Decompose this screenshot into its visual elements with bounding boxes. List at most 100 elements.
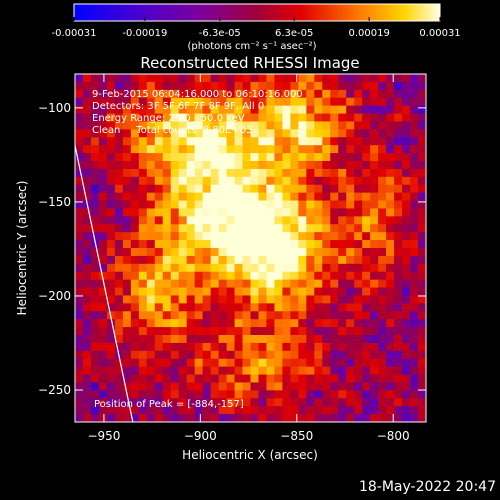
heatmap-cell	[106, 137, 116, 146]
heatmap-cell	[322, 81, 331, 91]
heatmap-cell	[386, 176, 395, 186]
heatmap-cell	[178, 406, 188, 415]
heatmap-cell	[394, 311, 403, 320]
heatmap-cell	[386, 129, 395, 138]
heatmap-cell	[290, 327, 299, 336]
heatmap-cell	[122, 145, 132, 154]
heatmap-cell	[322, 311, 331, 320]
heatmap-cell	[266, 327, 276, 336]
heatmap-cell	[370, 335, 379, 344]
heatmap-cell	[394, 89, 403, 99]
heatmap-cell	[82, 335, 92, 344]
heatmap-cell	[202, 342, 212, 352]
heatmap-cell	[218, 414, 228, 422]
heatmap-cell	[410, 216, 419, 225]
heatmap-cell	[242, 137, 252, 146]
timestamp: 18-May-2022 20:47	[358, 479, 496, 495]
heatmap-cell	[346, 81, 355, 91]
heatmap-cell	[146, 129, 156, 138]
heatmap-cell	[82, 406, 92, 415]
heatmap-cell	[386, 263, 395, 273]
heatmap-cell	[322, 74, 331, 83]
heatmap-cell	[250, 176, 260, 186]
heatmap-cell	[338, 232, 347, 241]
heatmap-cell	[274, 113, 284, 123]
heatmap-cell	[114, 295, 124, 304]
heatmap-cell	[122, 374, 132, 384]
heatmap-cell	[234, 382, 244, 391]
heatmap-cell	[402, 319, 411, 328]
heatmap-cell	[266, 153, 276, 162]
heatmap-cell	[322, 303, 331, 312]
heatmap-cell	[218, 335, 228, 344]
heatmap-cell	[370, 390, 379, 399]
heatmap-cell	[274, 200, 284, 210]
heatmap-cell	[378, 145, 387, 154]
heatmap-cell	[186, 200, 196, 210]
heatmap-cell	[290, 335, 299, 344]
heatmap-cell	[178, 153, 188, 162]
heatmap-cell	[218, 366, 228, 376]
heatmap-cell	[202, 358, 212, 368]
heatmap-cell	[210, 374, 220, 384]
heatmap-cell	[90, 414, 100, 422]
heatmap-cell	[314, 145, 323, 154]
heatmap-cell	[298, 184, 307, 194]
plot-frame	[74, 73, 427, 423]
heatmap-cell	[186, 263, 196, 273]
colorbar-tick-label: -0.00019	[122, 28, 167, 39]
heatmap-cell	[194, 192, 204, 202]
heatmap-cell	[378, 161, 387, 170]
heatmap-cell	[266, 398, 276, 407]
heatmap-cell	[274, 105, 284, 115]
heatmap-cell	[162, 168, 172, 178]
heatmap-cell	[82, 113, 92, 123]
heatmap-cell	[394, 335, 403, 344]
heatmap-cell	[354, 374, 363, 384]
heatmap-cell	[82, 342, 92, 352]
heatmap-cell	[410, 271, 419, 281]
heatmap-cell	[338, 81, 347, 91]
heatmap-cell	[154, 406, 164, 415]
heatmap-cell	[154, 105, 164, 115]
heatmap-cell	[138, 161, 148, 170]
heatmap-cell	[298, 390, 307, 399]
heatmap-cell	[226, 311, 236, 320]
heatmap-cell	[218, 374, 228, 384]
heatmap-cell	[170, 406, 180, 415]
heatmap-cell	[194, 271, 204, 281]
heatmap-cell	[322, 382, 331, 391]
heatmap-cell	[290, 129, 299, 138]
heatmap-cell	[362, 192, 371, 202]
heatmap-cell	[290, 295, 299, 304]
heatmap-cell	[122, 137, 132, 146]
heatmap-cell	[274, 414, 284, 422]
heatmap-cell	[298, 121, 307, 130]
heatmap-cell	[178, 295, 188, 304]
heatmap-cell	[194, 279, 204, 289]
heatmap-cell	[210, 161, 220, 170]
heatmap-cell	[298, 366, 307, 376]
heatmap-cell	[410, 342, 419, 352]
heatmap-cell	[290, 287, 299, 297]
heatmap-cell	[330, 295, 339, 304]
heatmap-cell	[186, 303, 196, 312]
heatmap-cell	[330, 390, 339, 399]
heatmap-cell	[106, 216, 116, 225]
heatmap-cell	[322, 240, 331, 249]
heatmap-cell	[170, 97, 180, 107]
heatmap-cell	[250, 327, 260, 336]
heatmap-cell	[330, 176, 339, 186]
heatmap-cell	[138, 398, 148, 407]
heatmap-cell	[314, 192, 323, 202]
heatmap-cell	[306, 97, 315, 107]
heatmap-cell	[274, 255, 284, 265]
heatmap-cell	[394, 374, 403, 384]
heatmap-cell	[98, 153, 108, 162]
heatmap-cell	[410, 192, 419, 202]
heatmap-cell	[82, 303, 92, 312]
heatmap-cell	[378, 208, 387, 217]
heatmap-cell	[202, 319, 212, 328]
heatmap-cell	[322, 105, 331, 115]
heatmap-cell	[298, 263, 307, 273]
